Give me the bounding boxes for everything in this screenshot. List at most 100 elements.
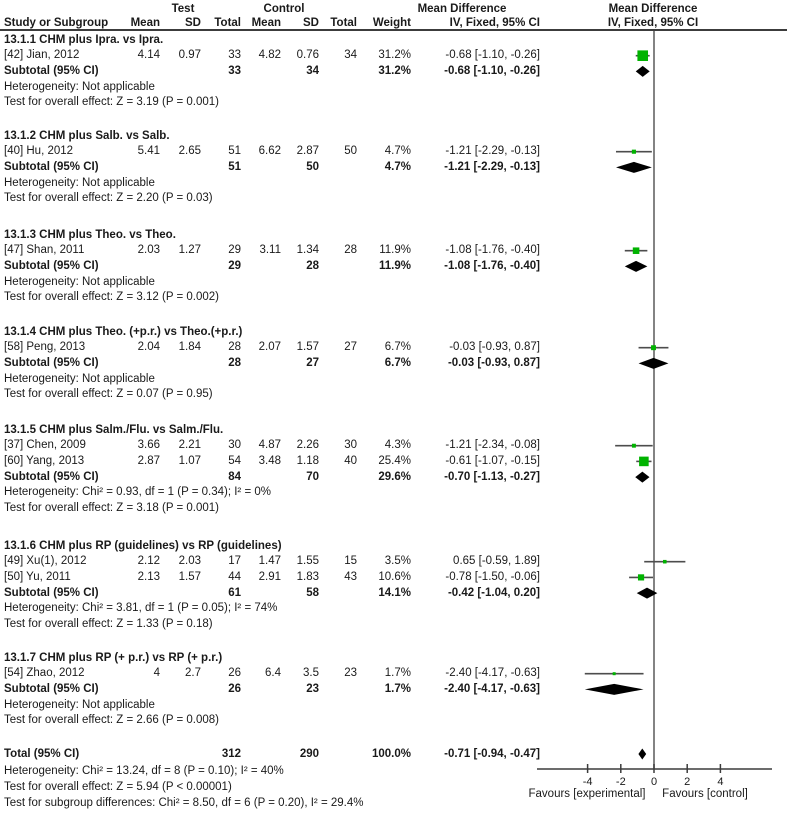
subtotal-weight: 4.7%: [384, 160, 411, 173]
subtotal-label: Subtotal (95% CI): [4, 586, 99, 599]
subtotal-diamond: [624, 260, 648, 272]
subgroup-heading: 13.1.5 CHM plus Salm./Flu. vs Salm./Flu.: [4, 423, 224, 436]
subtotal-total1: 29: [228, 259, 241, 272]
study-mean1: 2.12: [137, 555, 160, 568]
study-mean1: 3.66: [137, 439, 160, 452]
study-mean1: 5.41: [137, 145, 160, 158]
study-weight: 4.3%: [384, 439, 411, 452]
subgroup-heading: 13.1.2 CHM plus Salb. vs Salb.: [4, 129, 170, 142]
study-total2: 23: [344, 667, 357, 680]
subgroup-heading-row: 13.1.6 CHM plus RP (guidelines) vs RP (g…: [0, 539, 787, 554]
study-mean1: 2.13: [137, 570, 160, 583]
study-label: [47] Shan, 2011: [4, 244, 85, 257]
total-heterogeneity-text: Heterogeneity: Chi² = 13.24, df = 8 (P =…: [4, 765, 284, 777]
study-mean2: 4.87: [258, 439, 281, 452]
study-mean1: 4.14: [137, 49, 160, 62]
control-mean-col-header: Mean: [251, 17, 281, 29]
heterogeneity-text: Heterogeneity: Chi² = 0.93, df = 1 (P = …: [4, 486, 271, 499]
study-sd2: 2.26: [296, 439, 319, 452]
subtotal-ci_text: -0.68 [-1.10, -0.26]: [444, 64, 540, 77]
study-mean2: 4.82: [258, 49, 281, 62]
total-overall-effect-text: Test for overall effect: Z = 5.94 (P < 0…: [4, 781, 232, 793]
study-weight-square: [637, 50, 649, 62]
study-weight: 3.5%: [384, 555, 411, 568]
subtotal-total2: 34: [306, 64, 319, 77]
study-sd1: 2.21: [178, 439, 201, 452]
column-header-row: Study or Subgroup Mean SD Total Mean SD …: [0, 16, 787, 31]
heterogeneity-text: Heterogeneity: Not applicable: [4, 372, 155, 385]
study-col-header: Study or Subgroup: [4, 17, 109, 29]
study-row: [54] Zhao, 2012 4 2.7 26 6.4 3.5 23 1.7% -2.40 […: [0, 666, 787, 681]
study-weight: 10.6%: [378, 570, 411, 583]
study-label: [60] Yang, 2013: [4, 454, 85, 467]
subtotal-diamond: [584, 683, 644, 695]
total-weight: 100.0%: [371, 747, 411, 760]
subtotal-label: Subtotal (95% CI): [4, 259, 99, 272]
study-sd2: 0.76: [296, 49, 319, 62]
subtotal-weight: 29.6%: [378, 470, 411, 483]
study-weight-square: [632, 247, 640, 254]
x-axis-tick-label: -4: [583, 776, 593, 788]
subtotal-total2: 23: [306, 682, 319, 695]
study-weight: 6.7%: [384, 341, 411, 354]
overall-effect-row: Test for overall effect: Z = 2.20 (P = 0…: [0, 191, 787, 206]
study-sd2: 1.83: [296, 570, 319, 583]
subtotal-label: Subtotal (95% CI): [4, 356, 99, 369]
study-ci_text: -1.21 [-2.29, -0.13]: [445, 145, 540, 158]
subtotal-weight: 14.1%: [378, 586, 411, 599]
subtotal-diamond: [635, 65, 650, 77]
study-weight-square: [631, 443, 636, 448]
heterogeneity-row: Heterogeneity: Not applicable: [0, 698, 787, 713]
total-diamond: [638, 748, 647, 760]
study-sd1: 2.65: [178, 145, 201, 158]
mean-difference-plot-header: Mean Difference: [608, 3, 698, 15]
study-sd1: 1.27: [178, 244, 201, 257]
subtotal-ci_text: -0.70 [-1.13, -0.27]: [444, 470, 540, 483]
study-total1: 30: [228, 439, 241, 452]
subtotal-total2: 27: [306, 356, 319, 369]
study-weight-square: [612, 672, 616, 676]
subgroup-heading: 13.1.3 CHM plus Theo. vs Theo.: [4, 228, 176, 241]
subtotal-row: Subtotal (95% CI) 26 23 1.7% -2.40 [-4.17, -…: [0, 682, 787, 697]
study-label: [42] Jian, 2012: [4, 49, 80, 62]
subtotal-diamond: [638, 357, 669, 369]
study-row: [37] Chen, 2009 3.66 2.21 30 4.87 2.26 30 4.3% -…: [0, 438, 787, 453]
study-total2: 40: [344, 454, 357, 467]
subtotal-diamond: [636, 587, 658, 599]
study-sd1: 2.03: [178, 555, 201, 568]
subtotal-label: Subtotal (95% CI): [4, 64, 99, 77]
study-sd2: 1.34: [296, 244, 319, 257]
favours-control-label: Favours [control]: [662, 788, 748, 800]
overall-effect-text: Test for overall effect: Z = 3.12 (P = 0…: [4, 291, 219, 304]
subtotal-label: Subtotal (95% CI): [4, 682, 99, 695]
study-sd1: 1.07: [178, 454, 201, 467]
study-mean2: 6.62: [258, 145, 281, 158]
study-ci_text: -0.78 [-1.50, -0.06]: [445, 570, 540, 583]
study-ci_text: -0.68 [-1.10, -0.26]: [445, 49, 540, 62]
subtotal-diamond: [635, 471, 650, 483]
subgroup-heading-row: 13.1.3 CHM plus Theo. vs Theo.: [0, 228, 787, 243]
study-mean1: 2.04: [137, 341, 160, 354]
study-weight: 25.4%: [378, 454, 411, 467]
study-mean2: 2.07: [258, 341, 281, 354]
study-ci_text: -2.40 [-4.17, -0.63]: [445, 667, 540, 680]
x-axis-tick-label: 4: [717, 776, 723, 788]
study-total1: 29: [228, 244, 241, 257]
iv-fixed-col-header: IV, Fixed, 95% CI: [449, 17, 540, 29]
heterogeneity-row: Heterogeneity: Not applicable: [0, 275, 787, 290]
subtotal-weight: 6.7%: [384, 356, 411, 369]
study-weight-square: [631, 149, 636, 154]
subtotal-weight: 1.7%: [384, 682, 411, 695]
control-sd-col-header: SD: [303, 17, 319, 29]
study-total1: 26: [228, 667, 241, 680]
overall-effect-row: Test for overall effect: Z = 3.19 (P = 0…: [0, 95, 787, 110]
study-sd1: 1.57: [178, 570, 201, 583]
study-mean2: 6.4: [265, 667, 281, 680]
overall-effect-row: Test for overall effect: Z = 2.66 (P = 0…: [0, 713, 787, 728]
heterogeneity-text: Heterogeneity: Chi² = 3.81, df = 1 (P = …: [4, 602, 278, 615]
overall-effect-row: Test for overall effect: Z = 0.07 (P = 0…: [0, 387, 787, 402]
subtotal-total2: 58: [306, 586, 319, 599]
study-total2: 30: [344, 439, 357, 452]
subtotal-total1: 84: [228, 470, 241, 483]
